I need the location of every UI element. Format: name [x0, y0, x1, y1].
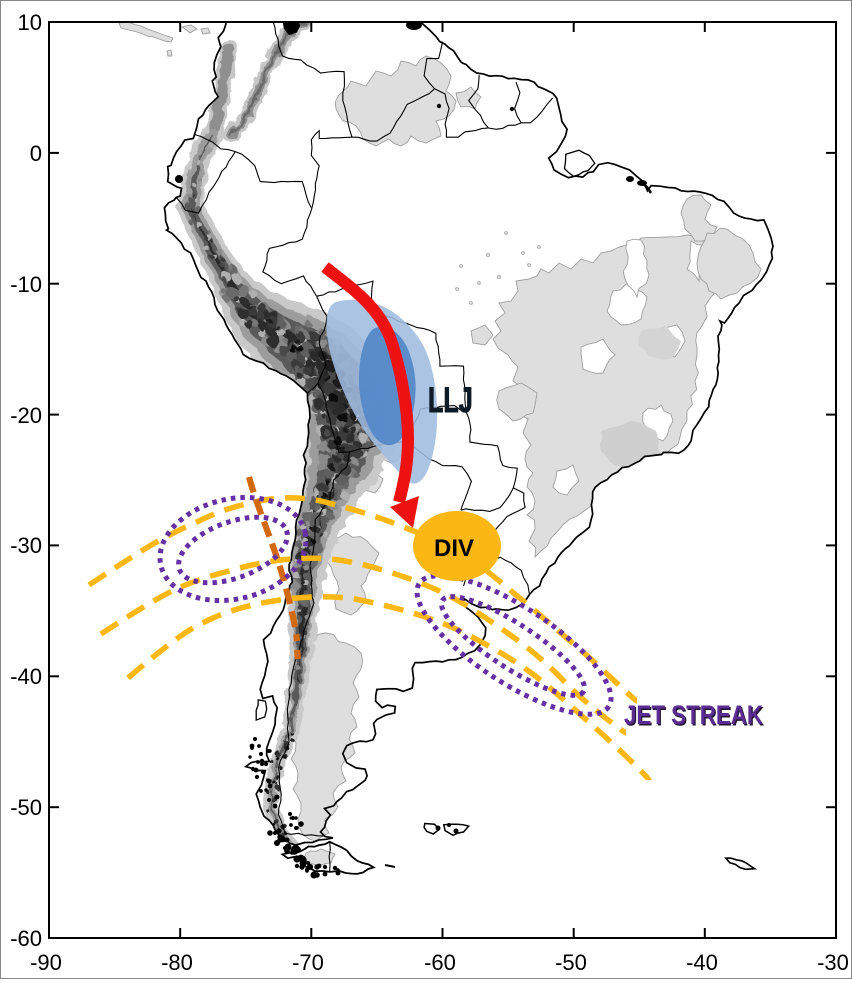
svg-text:-30: -30	[10, 533, 42, 558]
svg-text:-40: -40	[686, 950, 718, 975]
svg-text:-60: -60	[10, 926, 42, 951]
svg-text:0: 0	[30, 141, 42, 166]
svg-text:-20: -20	[10, 403, 42, 428]
svg-text:JET STREAK: JET STREAK	[624, 700, 763, 730]
svg-text:-50: -50	[10, 795, 42, 820]
svg-text:-80: -80	[161, 950, 193, 975]
svg-text:-90: -90	[30, 950, 62, 975]
svg-text:DIV: DIV	[434, 535, 474, 562]
svg-text:-70: -70	[292, 950, 324, 975]
svg-text:-40: -40	[10, 664, 42, 689]
svg-text:-60: -60	[424, 950, 456, 975]
svg-text:10: 10	[18, 10, 42, 35]
svg-text:LLJ: LLJ	[428, 381, 473, 420]
svg-text:-30: -30	[817, 950, 849, 975]
svg-text:-10: -10	[10, 272, 42, 297]
svg-text:-50: -50	[555, 950, 587, 975]
